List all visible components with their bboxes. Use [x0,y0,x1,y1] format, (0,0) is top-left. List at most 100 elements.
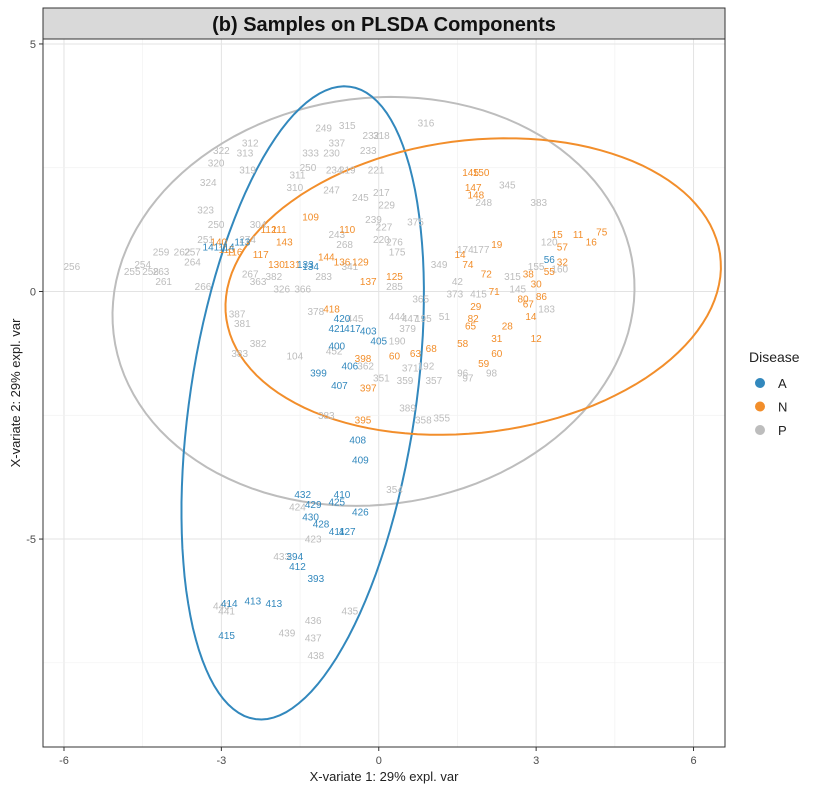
sample-point-P: 304 [250,220,267,231]
sample-point-P: 318 [373,131,390,142]
sample-point-N: 63 [410,349,422,360]
sample-point-P: 267 [242,270,259,281]
sample-point-P: 378 [307,307,324,318]
sample-point-N: 111 [271,225,287,236]
sample-point-P: 363 [250,277,267,288]
sample-point-P: 424 [289,502,306,513]
sample-point-P: 337 [328,138,345,149]
sample-point-P: 447 [402,314,419,325]
sample-point-P: 345 [499,181,516,192]
sample-point-N: 80 [517,294,529,305]
sample-point-P: 357 [425,376,442,387]
sample-point-P: 311 [289,171,305,182]
sample-point-N: 57 [557,242,569,253]
sample-point-N: 19 [491,240,503,251]
sample-point-P: 234 [326,166,343,177]
sample-point-N: 67 [523,299,535,310]
sample-point-N: 395 [355,416,372,427]
sample-point-P: 221 [368,166,385,177]
sample-point-A: 405 [370,337,387,348]
sample-point-N: 144 [318,252,335,263]
sample-point-P: 381 [234,319,251,330]
sample-point-N: 29 [470,302,482,313]
sample-point-N: 112 [261,225,277,236]
sample-point-P: 250 [208,220,225,231]
sample-point-A: 413 [265,599,282,610]
sample-point-P: 255 [124,267,141,278]
sample-point-P: 229 [378,200,395,211]
sample-point-P: 96 [457,369,469,380]
sample-point-P: 250 [300,163,317,174]
sample-point-N: 72 [481,270,493,281]
sample-point-N: 15 [552,230,564,241]
sample-point-P: 441 [218,606,235,617]
sample-point-P: 195 [415,314,432,325]
sample-point-P: 365 [412,294,429,305]
sample-point-N: 136 [334,257,351,268]
sample-point-P: 104 [286,351,303,362]
sample-point-N: 398 [355,354,372,365]
sample-point-P: 452 [326,346,343,357]
y-tick-label: 5 [30,39,36,51]
sample-point-N: 109 [302,213,319,224]
sample-point-P: 266 [195,282,212,293]
sample-point-P: 175 [389,247,406,258]
sample-point-N: 55 [544,267,556,278]
sample-point-P: 435 [342,606,359,617]
title-strip [42,7,726,40]
sample-point-P: 312 [242,138,259,149]
sample-point-A: 406 [342,361,359,372]
sample-point-A: 393 [307,574,324,585]
sample-point-A: 432 [294,490,311,501]
legend-key-A [755,378,765,388]
ellipse-N [224,137,722,436]
sample-point-P: 439 [279,629,296,640]
sample-point-P: 382 [265,272,282,283]
sample-point-A: 421 [328,324,345,335]
sample-point-P: 254 [134,260,151,271]
sample-point-P: 313 [237,148,254,159]
sample-point-A: 394 [286,552,303,563]
sample-point-P: 256 [64,262,81,273]
sample-point-P: 51 [439,312,451,323]
sample-point-N: 125 [386,272,403,283]
sample-point-P: 249 [315,124,332,135]
sample-point-P: 219 [339,166,356,177]
sample-point-N: 38 [523,270,535,281]
sample-point-P: 183 [538,304,555,315]
sample-point-A: 410 [334,490,351,501]
sample-point-N: 110 [339,225,355,236]
sample-point-N: 14 [525,312,537,323]
sample-point-P: 371 [402,364,419,375]
sample-point-N: 147 [465,183,482,194]
sample-point-P: 155 [528,262,545,273]
grid-lines [43,39,725,747]
sample-point-P: 316 [418,119,435,130]
sample-point-N: 60 [491,349,503,360]
sample-point-P: 251 [197,235,214,246]
sample-point-A: 427 [339,527,356,538]
sample-point-P: 349 [431,260,448,271]
legend: Disease ANP [749,349,800,438]
x-tick-label: 6 [690,755,696,767]
sample-point-N: 65 [465,322,477,333]
x-axis-label: X-variate 1: 29% expl. var [310,769,460,784]
sample-point-P: 440 [213,601,230,612]
sample-point-P: 120 [541,237,558,248]
sample-point-N: 86 [536,292,548,303]
x-tick-label: 0 [376,755,382,767]
sample-point-P: 230 [323,148,340,159]
axes: -6 -3 0 3 650-5 [26,39,696,767]
sample-point-N: 16 [586,237,598,248]
sample-point-N: 60 [389,351,401,362]
sample-point-P: 232 [363,131,380,142]
sample-point-N: 68 [426,344,438,355]
sample-point-P: 423 [305,535,322,546]
sample-point-P: 383 [530,198,547,209]
sample-point-N: 148 [467,190,484,201]
sample-point-P: 322 [213,146,230,157]
chart-title: (b) Samples on PLSDA Components [212,14,556,36]
legend-key-N [755,401,765,412]
